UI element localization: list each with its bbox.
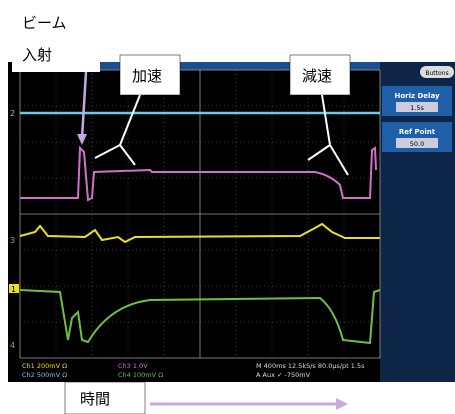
annotation-decel: 減速 <box>302 67 332 85</box>
annotation-time: 時間 <box>80 390 110 408</box>
status-ch1: Ch1 200mV Ω <box>22 362 67 370</box>
annotation-beam: ビーム <box>22 14 67 32</box>
channel-marker: 1 <box>11 285 16 294</box>
menu-item-value: 50.0 <box>410 140 424 148</box>
status-trigger: A Aux ✓ -750mV <box>256 371 311 379</box>
status-ch3: Ch3 1.0V <box>118 362 148 370</box>
status-ch4: Ch4 100mV Ω <box>118 371 163 379</box>
screenshot: 2 3 1 4 Ch1 200mV Ω Ch2 500mV Ω Ch3 1.0V… <box>0 0 455 414</box>
menu-item-label: Horiz Delay <box>394 92 439 100</box>
annotation-beam: 入射 <box>22 46 52 64</box>
status-ch2: Ch2 500mV Ω <box>22 371 67 379</box>
channel-marker: 2 <box>10 109 15 118</box>
channel-marker: 4 <box>10 341 15 350</box>
status-timebase: M 400ms 12.5kS/s 80.0µs/pt 1.5s <box>256 362 365 370</box>
menu-item-value: 1.5s <box>410 104 424 112</box>
channel-marker: 3 <box>10 236 15 245</box>
annotation-accel: 加速 <box>132 67 162 85</box>
menu-item-label: Ref Point <box>399 128 436 136</box>
buttons-label[interactable]: Buttons <box>425 70 448 77</box>
